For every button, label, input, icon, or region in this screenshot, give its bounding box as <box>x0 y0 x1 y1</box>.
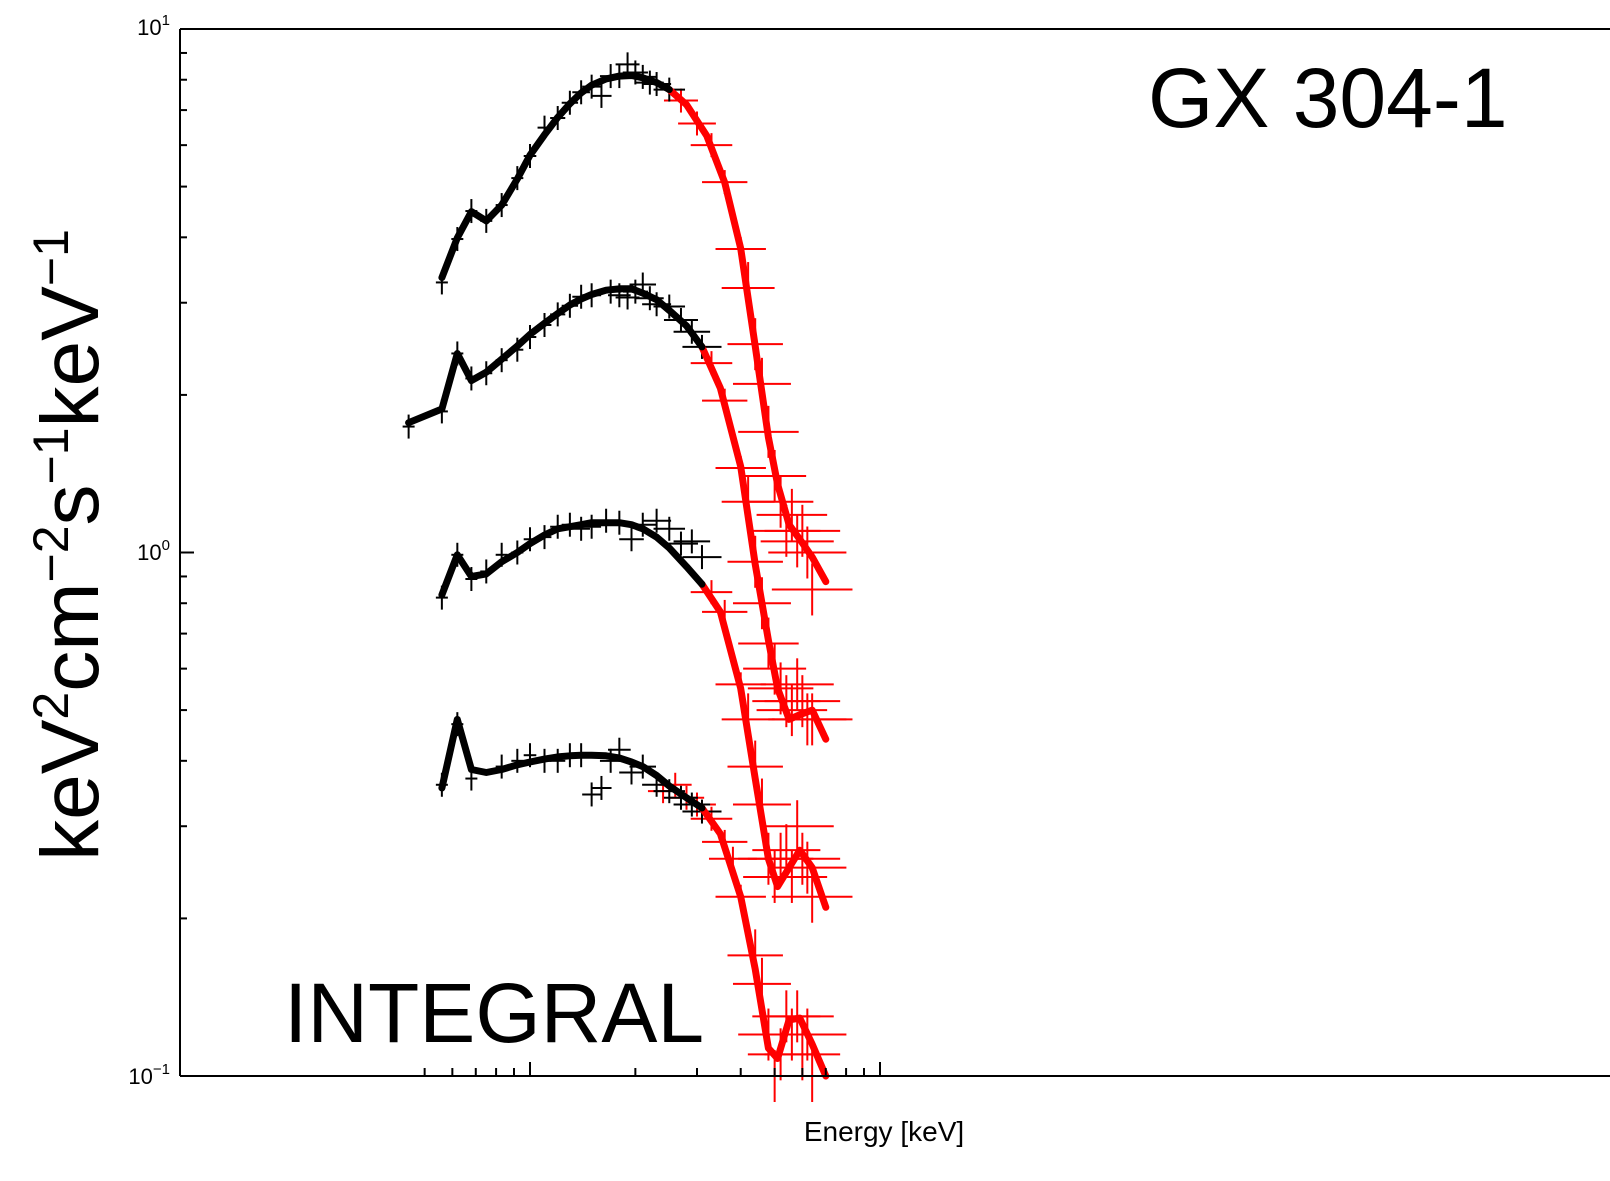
isgri-series-2-points <box>690 351 853 746</box>
axes-layer <box>179 28 1610 1077</box>
y-tick-label-bottom: 10−1 <box>128 1061 170 1089</box>
jemx-series-3-point <box>653 516 686 541</box>
isgri-series-2-point <box>756 684 828 737</box>
jemx-series-4-point <box>591 775 612 800</box>
jemx-series-3-point <box>673 529 711 554</box>
ticks-layer <box>180 28 881 1077</box>
isgri-model-line-1 <box>665 86 830 586</box>
isgri-series-3-point <box>768 841 847 894</box>
y-axis-label: keV2cm−2s−1keV−1 <box>23 229 116 861</box>
jemx-series-2-points <box>402 272 722 439</box>
jemx-series-4-point <box>582 782 602 807</box>
isgri-series-3-point <box>771 870 853 923</box>
isgri-model-line-4 <box>698 804 830 1080</box>
jemx-series-2-point <box>402 414 415 439</box>
isgri-model-line-2 <box>698 343 830 743</box>
isgri-series-2-point <box>771 693 853 746</box>
jemx-series-1-points <box>435 52 686 295</box>
y-tick-labels: 101 100 10−1 <box>128 12 170 1089</box>
isgri-model-line-3 <box>698 580 830 911</box>
x-axis-label: Energy [keV] <box>804 1116 964 1147</box>
jemx-model-line-4 <box>438 715 706 812</box>
annotation-gx304: GX 304-1 <box>1148 51 1508 145</box>
annotation-integral: INTEGRAL <box>284 966 704 1060</box>
y-tick-label-mid: 100 <box>137 537 170 565</box>
jemx-series-3-point <box>682 545 722 570</box>
jemx-series-3-point <box>619 527 644 552</box>
y-tick-label-top: 101 <box>137 12 170 40</box>
jemx-model-line-2 <box>405 285 706 427</box>
isgri-series-3-point <box>760 800 834 853</box>
jemx-series-1-point <box>591 83 612 108</box>
series-layer <box>402 52 853 1102</box>
jemx-model-line-1 <box>438 72 673 282</box>
jemx-model-line-3 <box>438 519 706 599</box>
isgri-series-1-point <box>771 563 853 616</box>
